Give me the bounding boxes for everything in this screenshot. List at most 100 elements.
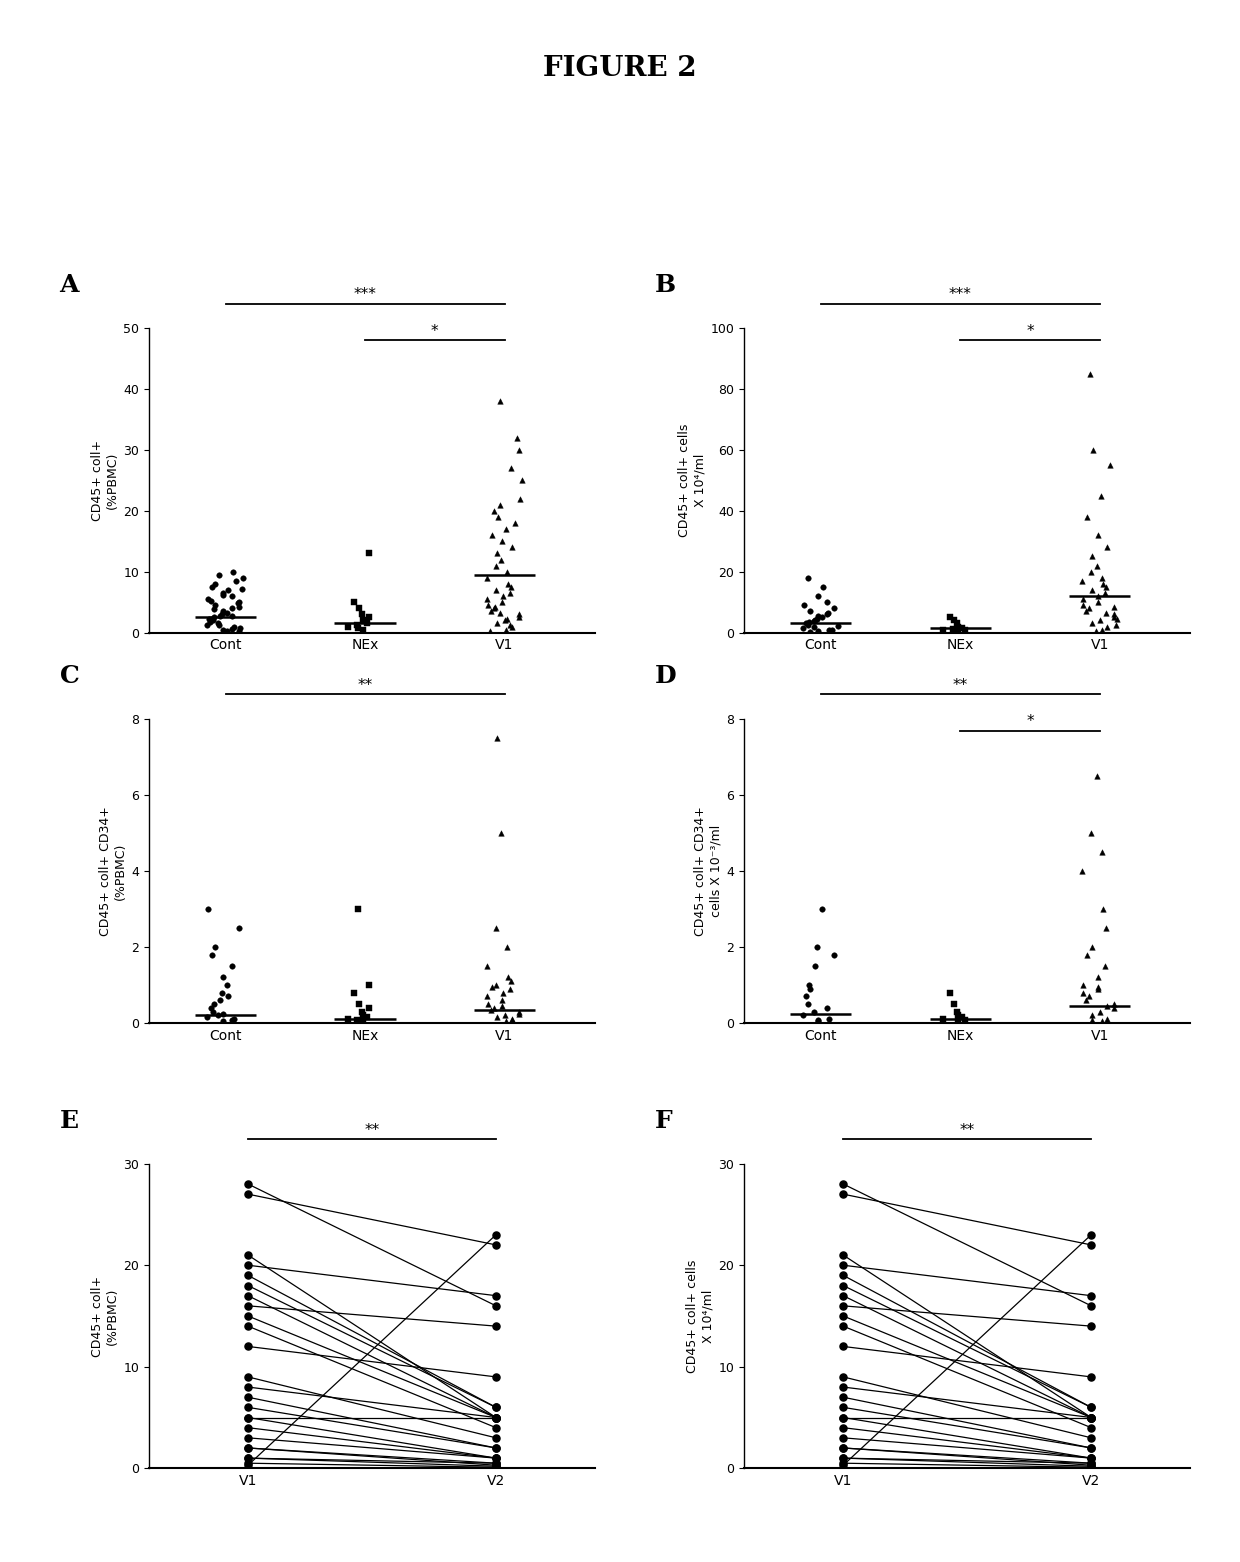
- Point: [238, 1435, 258, 1460]
- Point: [238, 1314, 258, 1339]
- Point: [486, 1446, 506, 1471]
- Point: [238, 1435, 258, 1460]
- Point: [501, 456, 521, 481]
- Point: [807, 584, 827, 609]
- Point: [833, 1334, 853, 1359]
- Point: [485, 595, 505, 620]
- Point: [947, 614, 967, 639]
- Point: [1096, 600, 1116, 625]
- Point: [822, 617, 842, 642]
- Point: [1081, 1232, 1101, 1257]
- Point: [807, 934, 827, 959]
- Point: [238, 1395, 258, 1420]
- Point: [508, 1001, 528, 1026]
- Point: [833, 1435, 853, 1460]
- Point: [210, 603, 229, 628]
- Point: [1076, 598, 1096, 623]
- Point: [229, 590, 249, 615]
- Point: [202, 575, 222, 600]
- Point: [502, 534, 522, 559]
- Point: [348, 992, 368, 1017]
- Point: [238, 1243, 258, 1268]
- Point: [817, 995, 837, 1020]
- Point: [1078, 505, 1097, 530]
- Point: [486, 1451, 506, 1476]
- Point: [213, 965, 233, 990]
- Point: [807, 606, 827, 631]
- Point: [1081, 1406, 1101, 1431]
- Y-axis label: CD45+ coll+
(%PBMC): CD45+ coll+ (%PBMC): [91, 440, 119, 520]
- Point: [487, 540, 507, 565]
- Point: [198, 606, 218, 631]
- Point: [1076, 987, 1096, 1012]
- Point: [947, 611, 967, 636]
- Point: [502, 614, 522, 639]
- Point: [833, 1453, 853, 1478]
- Text: E: E: [60, 1109, 78, 1132]
- Point: [833, 1406, 853, 1431]
- Point: [486, 1395, 506, 1420]
- Point: [1081, 1284, 1101, 1309]
- Point: [213, 598, 233, 623]
- Point: [217, 601, 237, 626]
- Point: [833, 1375, 853, 1400]
- Point: [1073, 569, 1092, 594]
- Point: [818, 1007, 838, 1032]
- Point: [339, 614, 358, 639]
- Point: [1081, 559, 1101, 584]
- Point: [1094, 572, 1114, 597]
- Point: [1086, 764, 1106, 789]
- Point: [222, 603, 242, 628]
- Point: [1087, 590, 1107, 615]
- Point: [1074, 592, 1094, 617]
- Point: [201, 606, 221, 631]
- Point: [208, 562, 228, 587]
- Point: [833, 1303, 853, 1328]
- Point: [947, 1000, 967, 1025]
- Point: [833, 1293, 853, 1318]
- Point: [238, 1385, 258, 1409]
- Point: [495, 608, 515, 633]
- Point: [238, 1334, 258, 1359]
- Point: [486, 1314, 506, 1339]
- Point: [1081, 1415, 1101, 1440]
- Point: [229, 915, 249, 940]
- Point: [479, 992, 498, 1017]
- Point: [833, 1273, 853, 1298]
- Point: [238, 1181, 258, 1206]
- Point: [198, 897, 218, 922]
- Point: [205, 592, 224, 617]
- Point: [818, 617, 838, 642]
- Point: [940, 981, 960, 1006]
- Point: [486, 1293, 506, 1318]
- Point: [491, 820, 511, 845]
- Point: [205, 572, 224, 597]
- Text: **: **: [357, 678, 373, 692]
- Point: [486, 1406, 506, 1431]
- Point: [502, 1007, 522, 1032]
- Point: [799, 612, 818, 637]
- Point: [497, 934, 517, 959]
- Point: [496, 1009, 516, 1034]
- Point: [952, 1004, 972, 1029]
- Point: [833, 1253, 853, 1278]
- Point: [486, 1435, 506, 1460]
- Point: [796, 984, 816, 1009]
- Text: B: B: [655, 273, 676, 297]
- Point: [481, 997, 501, 1022]
- Point: [825, 595, 844, 620]
- Point: [222, 617, 242, 642]
- Point: [508, 1000, 528, 1025]
- Point: [833, 1446, 853, 1471]
- Point: [1087, 523, 1107, 548]
- Y-axis label: CD45+ coll+ CD34+
(%PBMC): CD45+ coll+ CD34+ (%PBMC): [99, 806, 126, 936]
- Point: [360, 973, 379, 998]
- Point: [1073, 859, 1092, 884]
- Point: [1079, 984, 1099, 1009]
- Point: [218, 984, 238, 1009]
- Point: [813, 575, 833, 600]
- Point: [347, 1007, 367, 1032]
- Point: [949, 619, 968, 644]
- Point: [352, 601, 372, 626]
- Point: [491, 547, 511, 572]
